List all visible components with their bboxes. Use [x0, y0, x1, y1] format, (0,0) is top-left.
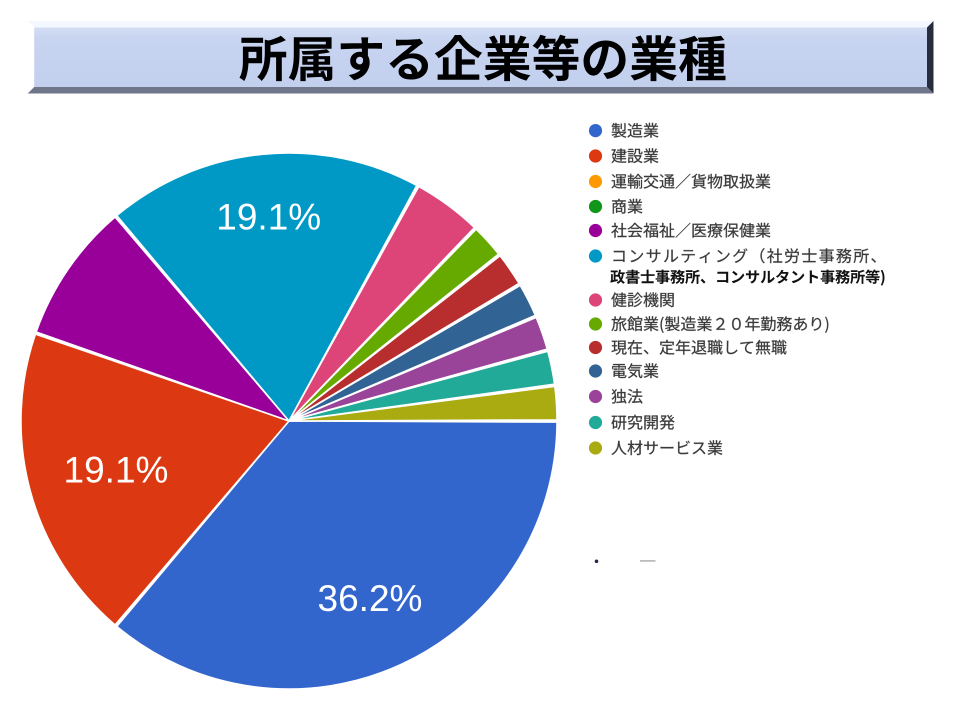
svg-text:36.2%: 36.2%: [318, 578, 423, 619]
svg-text:19.1%: 19.1%: [64, 450, 169, 491]
svg-text:19.1%: 19.1%: [216, 197, 321, 238]
